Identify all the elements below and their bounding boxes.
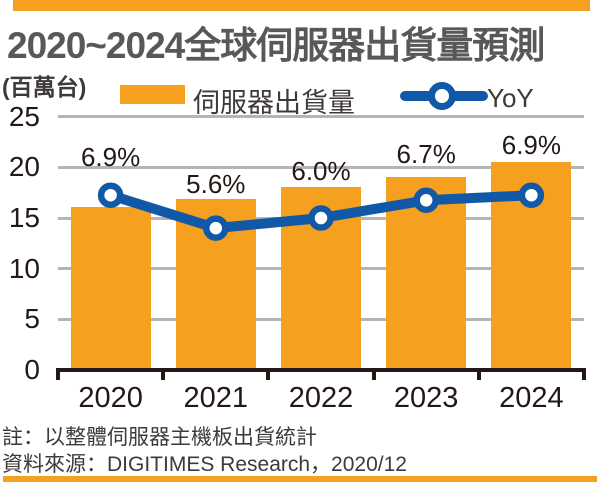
yoy-value-label-2023: 6.7%	[396, 139, 456, 170]
x-axis-tick-4	[476, 370, 481, 380]
shipment-bar-2021	[175, 198, 256, 370]
y-axis-unit-label: (百萬台)	[2, 74, 87, 100]
yoy-value-label-2022: 6.0%	[291, 155, 351, 186]
gridline-25	[58, 115, 584, 119]
x-tick-label-2023: 2023	[393, 382, 459, 414]
x-axis-tick-5	[582, 370, 586, 380]
y-tick-label-5: 5	[24, 303, 40, 335]
legend-line-marker-icon	[400, 82, 488, 110]
y-tick-label-10: 10	[8, 252, 40, 284]
x-axis-tick-0	[56, 370, 60, 380]
shipment-bar-2022	[281, 186, 361, 370]
yoy-marker-2020	[97, 182, 124, 208]
footnote: 註：以整體伺服器主機板出貨統計	[2, 426, 317, 449]
gridline-20	[58, 165, 584, 169]
shipment-bar-2023	[386, 177, 467, 370]
yoy-value-label-2021: 5.6%	[186, 168, 246, 199]
source-credit: 資料來源：DIGITIMES Research，2020/12	[2, 453, 407, 476]
x-axis-tick-2	[266, 370, 271, 380]
y-tick-label-25: 25	[8, 100, 40, 132]
legend-line-label: YoY	[487, 83, 534, 113]
shipment-bar-2020	[70, 206, 151, 370]
x-tick-label-2020: 2020	[78, 382, 143, 414]
x-axis-tick-3	[371, 370, 376, 380]
top-accent-bar	[13, 0, 590, 11]
legend-bar-label: 伺服器出貨量	[193, 88, 355, 118]
y-tick-label-15: 15	[8, 202, 40, 234]
chart-title: 2020~2024全球伺服器出貨量預測	[7, 25, 545, 66]
x-axis-baseline	[56, 368, 586, 372]
y-tick-label-20: 20	[8, 151, 40, 183]
x-axis-tick-1	[161, 370, 166, 380]
yoy-value-label-2024: 6.9%	[501, 130, 562, 161]
x-tick-label-2024: 2024	[499, 382, 564, 414]
x-tick-label-2021: 2021	[183, 382, 249, 414]
y-tick-label-0: 0	[24, 354, 40, 385]
bottom-accent-bar	[3, 476, 597, 482]
x-tick-label-2022: 2022	[288, 382, 354, 414]
legend-bar-swatch	[120, 85, 185, 104]
shipment-bar-2024	[491, 162, 572, 370]
yoy-value-label-2020: 6.9%	[80, 142, 141, 173]
